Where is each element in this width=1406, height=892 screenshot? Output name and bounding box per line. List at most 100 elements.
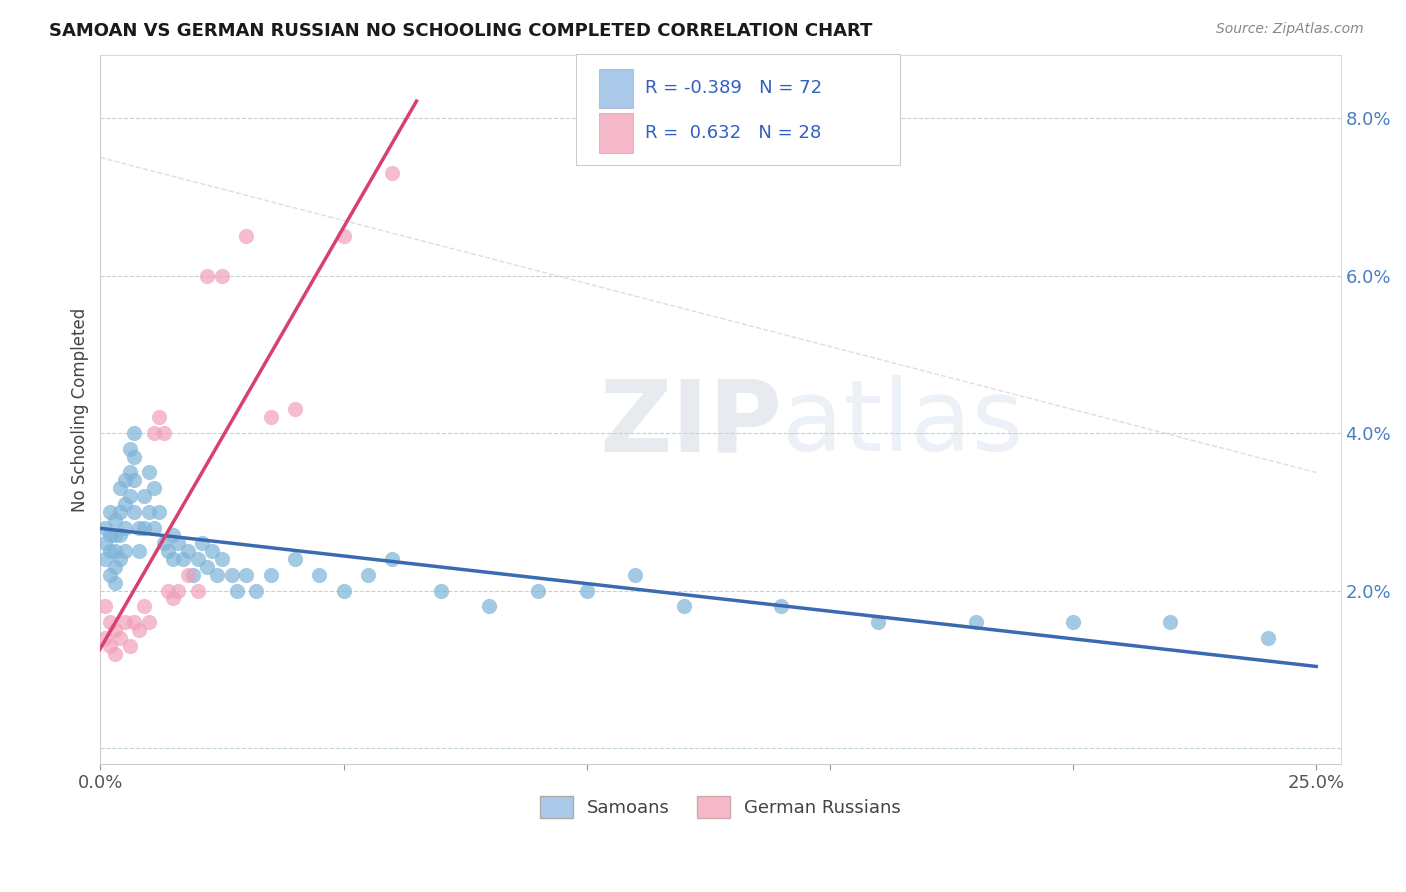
Point — [98, 615, 121, 629]
Point — [357, 567, 380, 582]
Point — [94, 599, 117, 614]
Point — [148, 505, 170, 519]
Point — [108, 528, 131, 542]
Point — [128, 520, 150, 534]
Point — [187, 552, 209, 566]
Point — [134, 520, 156, 534]
Point — [98, 567, 121, 582]
Point — [152, 536, 174, 550]
Point — [108, 631, 131, 645]
Point — [162, 552, 184, 566]
Point — [381, 166, 404, 180]
Point — [124, 450, 146, 464]
Point — [211, 268, 233, 283]
Point — [128, 623, 150, 637]
Point — [1062, 615, 1084, 629]
Point — [167, 536, 190, 550]
Point — [142, 520, 165, 534]
Point — [172, 552, 194, 566]
Point — [114, 520, 136, 534]
Point — [624, 567, 647, 582]
Point — [124, 426, 146, 441]
Point — [332, 229, 354, 244]
Point — [211, 552, 233, 566]
Point — [104, 647, 127, 661]
Point — [770, 599, 793, 614]
Point — [308, 567, 330, 582]
Point — [162, 591, 184, 606]
Text: ZIP: ZIP — [599, 376, 783, 472]
Point — [118, 489, 141, 503]
Point — [381, 552, 404, 566]
Point — [221, 567, 243, 582]
Point — [672, 599, 695, 614]
Point — [94, 552, 117, 566]
Text: SAMOAN VS GERMAN RUSSIAN NO SCHOOLING COMPLETED CORRELATION CHART: SAMOAN VS GERMAN RUSSIAN NO SCHOOLING CO… — [49, 22, 873, 40]
Point — [1257, 631, 1279, 645]
Point — [94, 520, 117, 534]
Point — [108, 505, 131, 519]
Point — [118, 639, 141, 653]
Point — [124, 474, 146, 488]
Point — [478, 599, 501, 614]
Point — [138, 505, 160, 519]
Point — [177, 567, 200, 582]
Point — [94, 631, 117, 645]
Point — [195, 268, 218, 283]
Point — [114, 474, 136, 488]
Point — [104, 528, 127, 542]
Point — [98, 528, 121, 542]
Point — [1159, 615, 1181, 629]
Point — [177, 544, 200, 558]
Point — [108, 552, 131, 566]
Point — [259, 410, 281, 425]
Point — [235, 567, 257, 582]
Point — [868, 615, 890, 629]
Point — [138, 615, 160, 629]
Point — [108, 481, 131, 495]
Point — [118, 442, 141, 456]
Point — [284, 402, 307, 417]
Point — [259, 567, 281, 582]
Point — [118, 466, 141, 480]
Point — [114, 544, 136, 558]
Text: R =  0.632   N = 28: R = 0.632 N = 28 — [645, 124, 821, 142]
Point — [148, 410, 170, 425]
Text: Source: ZipAtlas.com: Source: ZipAtlas.com — [1216, 22, 1364, 37]
Point — [114, 497, 136, 511]
Point — [98, 544, 121, 558]
Point — [187, 583, 209, 598]
Point — [225, 583, 247, 598]
Point — [98, 639, 121, 653]
Point — [284, 552, 307, 566]
Point — [138, 466, 160, 480]
Point — [205, 567, 228, 582]
Point — [114, 615, 136, 629]
Point — [104, 544, 127, 558]
Point — [965, 615, 987, 629]
Point — [191, 536, 214, 550]
Point — [142, 426, 165, 441]
Point — [104, 623, 127, 637]
Point — [332, 583, 354, 598]
Point — [128, 544, 150, 558]
Point — [162, 528, 184, 542]
Point — [235, 229, 257, 244]
Point — [167, 583, 190, 598]
Text: R = -0.389   N = 72: R = -0.389 N = 72 — [645, 79, 823, 97]
Point — [575, 583, 598, 598]
Point — [152, 426, 174, 441]
Point — [181, 567, 204, 582]
Point — [142, 481, 165, 495]
Point — [98, 505, 121, 519]
Point — [430, 583, 453, 598]
Point — [104, 513, 127, 527]
Point — [157, 544, 180, 558]
Point — [104, 575, 127, 590]
Legend: Samoans, German Russians: Samoans, German Russians — [533, 789, 908, 826]
Point — [124, 615, 146, 629]
Point — [201, 544, 224, 558]
Point — [94, 536, 117, 550]
Point — [527, 583, 550, 598]
Point — [245, 583, 267, 598]
